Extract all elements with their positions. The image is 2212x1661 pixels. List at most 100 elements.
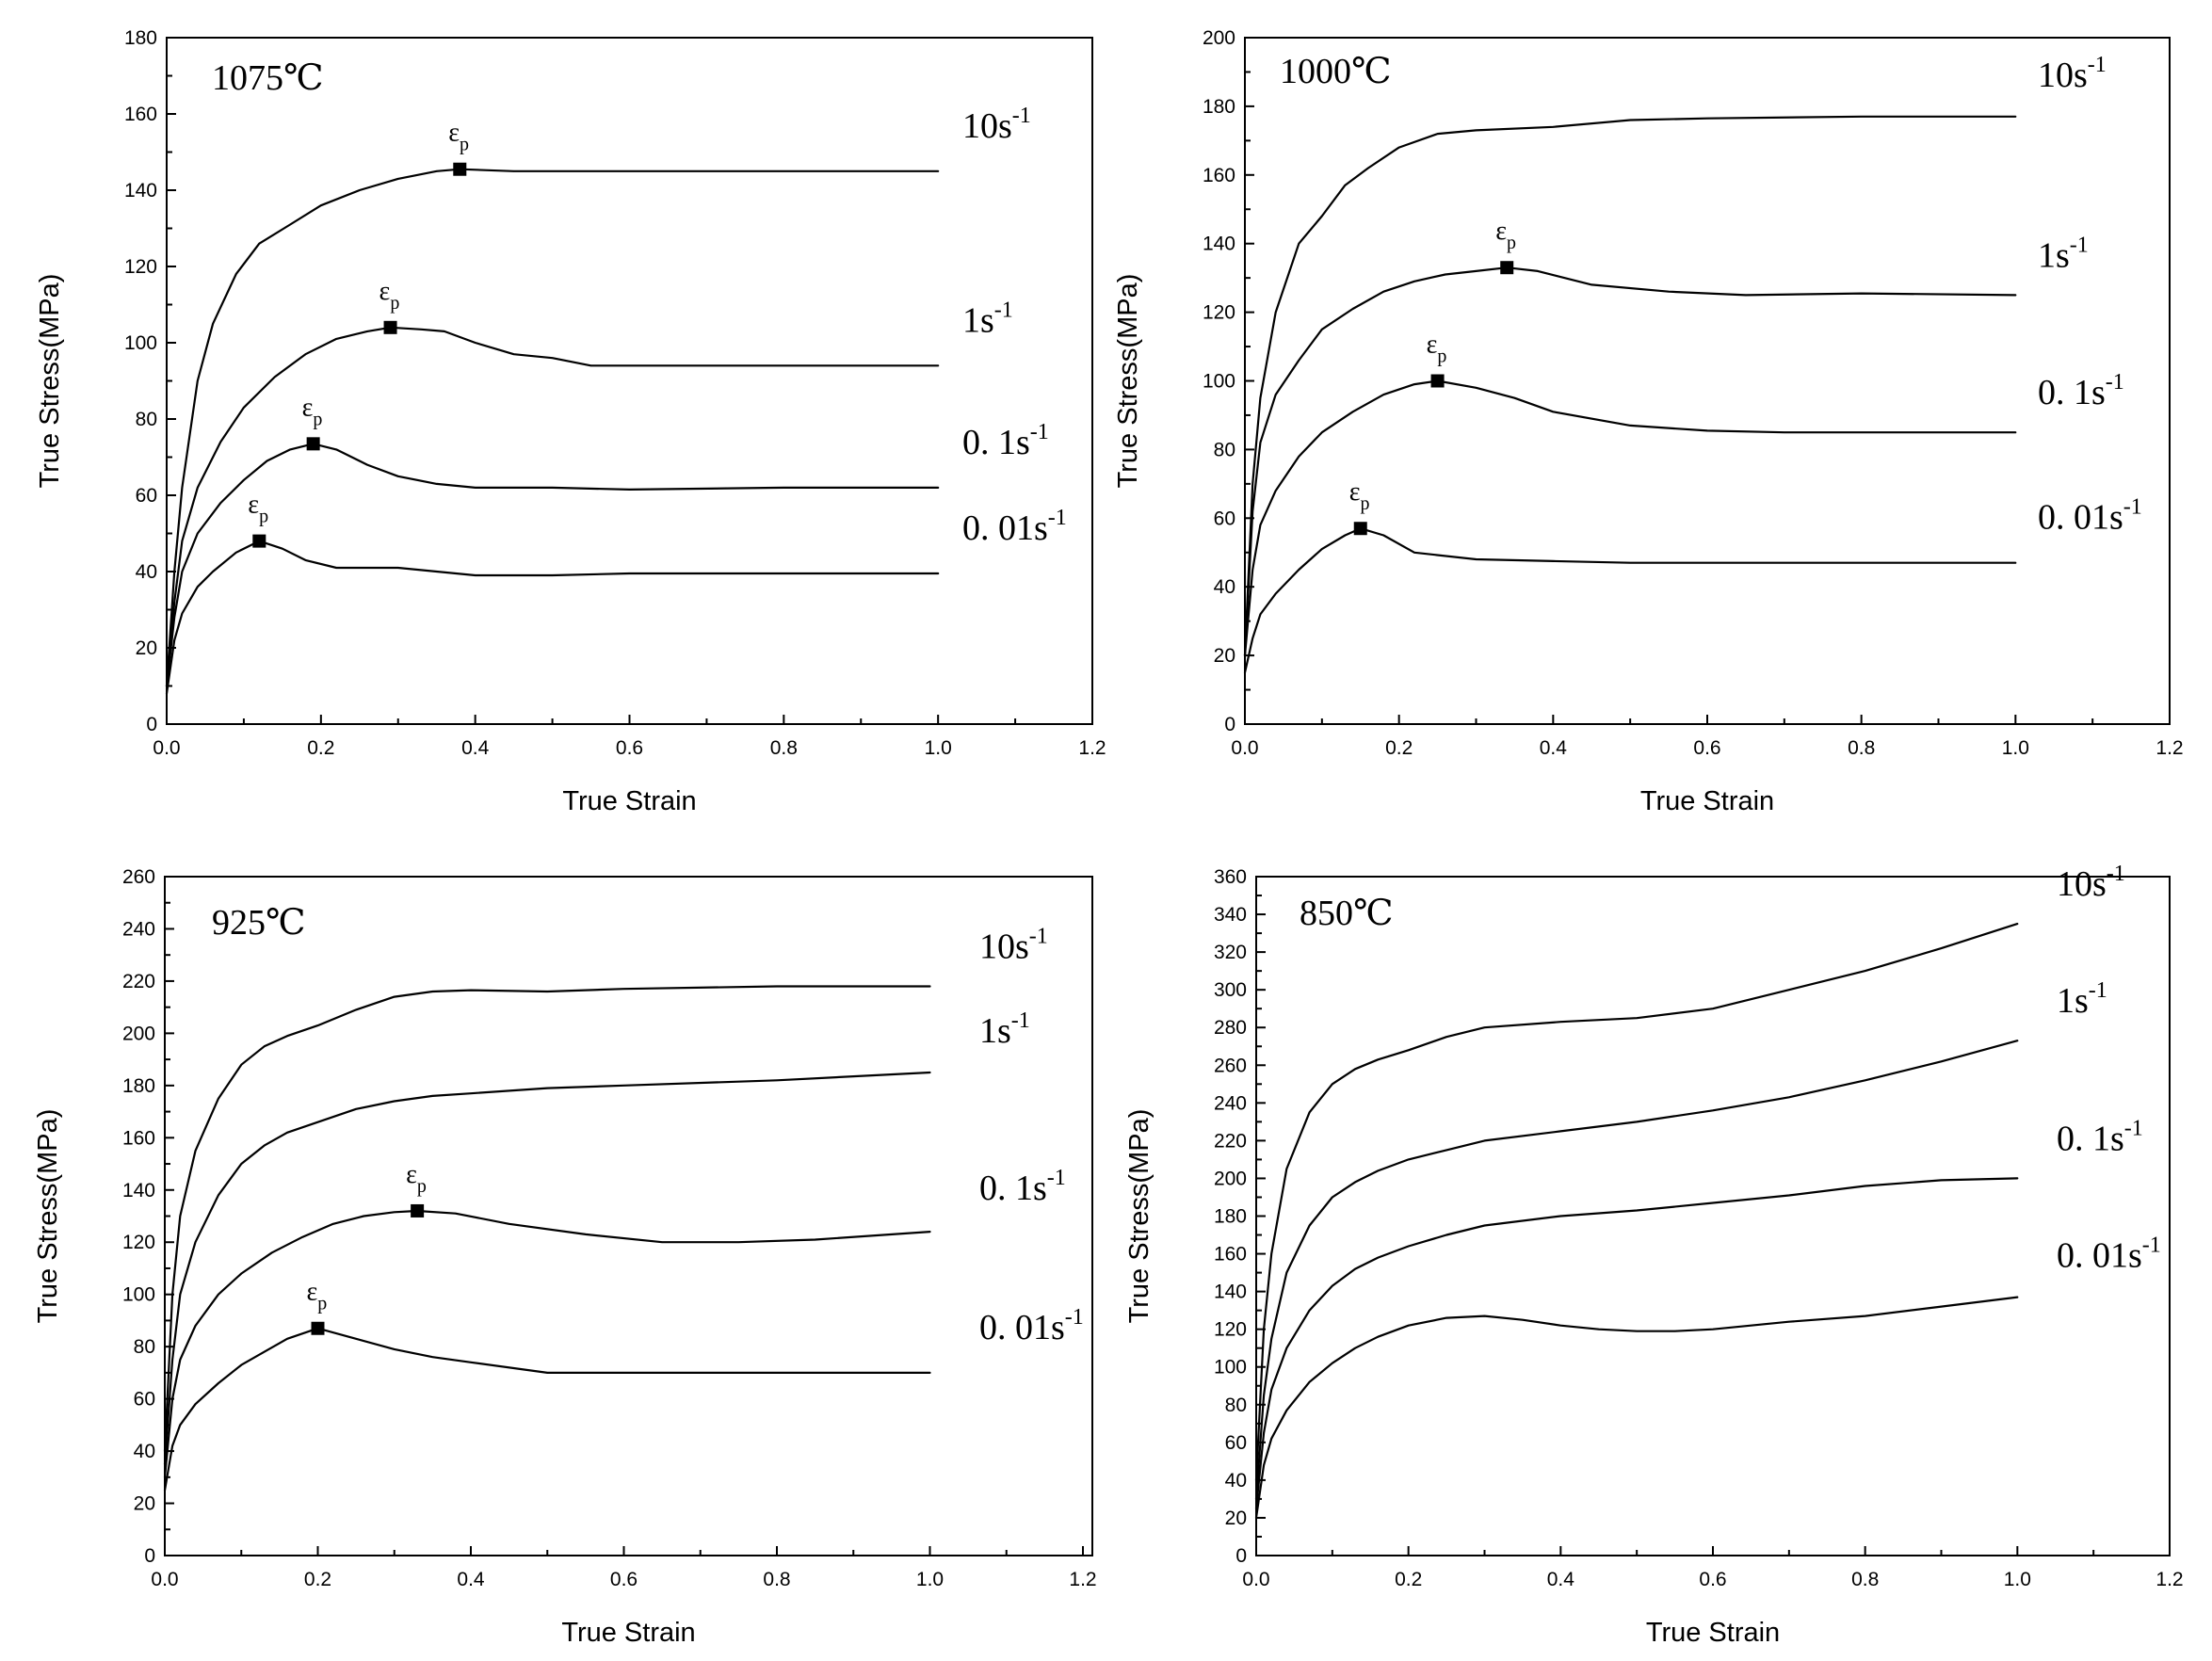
y-tick-label: 120 (1214, 1319, 1247, 1341)
y-tick-label: 100 (122, 1284, 155, 1306)
rate-label-exponent: -1 (2089, 978, 2107, 1003)
peak-subscript: p (460, 135, 469, 155)
y-tick-label: 260 (122, 866, 155, 888)
rate-label-text: 0. 01s (2057, 1236, 2142, 1276)
rate-label-text: 0. 1s (962, 423, 1030, 462)
peak-marker-0-1s-925 (411, 1203, 425, 1218)
y-tick-label: 180 (124, 27, 157, 49)
x-tick-label: 0.8 (1848, 737, 1875, 759)
rate-label-exponent: -1 (1012, 104, 1031, 128)
y-tick-label: 200 (122, 1023, 155, 1044)
x-tick-label: 1.0 (2004, 1569, 2031, 1590)
y-tick-label: 160 (1214, 1244, 1247, 1266)
rate-label-1s-850: 1s-1 (2057, 978, 2107, 1021)
y-tick-label: 160 (122, 1127, 155, 1149)
y-tick-label: 180 (1214, 1206, 1247, 1228)
y-tick-label: 140 (1203, 234, 1235, 255)
rate-label-0-01s-1075: 0. 01s-1 (962, 506, 1067, 548)
x-axis-label: True Strain (1646, 1618, 1780, 1648)
rate-label-exponent: -1 (2123, 495, 2142, 520)
chart-panel-925: 0 20 40 60 80 100 120 140 160 180 200 220 240 260 0.0 0… (0, 830, 1106, 1661)
rate-label-exponent: -1 (1065, 1305, 1084, 1330)
chart-panel-1000: 0 20 40 60 80 100 120 140 160 180 200 0.0 0.2 0.4 0.6 0… (1106, 0, 2211, 830)
peak-subscript: p (390, 293, 399, 314)
curve-0-01s-850 (1254, 1296, 2019, 1520)
y-tick-label: 20 (1225, 1508, 1247, 1529)
y-tick-label: 200 (1203, 27, 1235, 49)
rate-label-0-01s-1000: 0. 01s-1 (2038, 495, 2142, 538)
peak-subscript: p (313, 409, 322, 429)
rate-label-text: 10s (2057, 864, 2107, 904)
x-tick-label: 0.0 (153, 737, 180, 759)
peak-symbol: ε (1349, 477, 1361, 507)
x-tick-label: 0.8 (770, 737, 798, 759)
curve-0-01s-1000 (1243, 527, 2017, 674)
y-tick-label: 200 (1214, 1168, 1247, 1189)
y-tick-label: 100 (1214, 1357, 1247, 1379)
rate-label-0-01s-850: 0. 01s-1 (2057, 1234, 2161, 1276)
panel-title-850: 850℃ (1300, 894, 1394, 933)
y-tick-label: 80 (134, 1336, 155, 1358)
rate-label-text: 1s (979, 1011, 1011, 1051)
rate-label-text: 0. 01s (962, 508, 1048, 548)
rate-label-exponent: -1 (2106, 370, 2124, 395)
y-tick-label: 220 (122, 971, 155, 992)
y-tick-label: 140 (124, 180, 157, 202)
x-tick-label: 0.2 (1395, 1569, 1422, 1590)
curve-0-1s-850 (1254, 1177, 2019, 1510)
y-tick-label: 120 (124, 256, 157, 278)
y-tick-label: 80 (136, 409, 157, 430)
x-tick-label: 0.6 (1693, 737, 1720, 759)
y-tick-label: 60 (1214, 508, 1235, 529)
x-tick-label: 1.0 (916, 1569, 944, 1590)
y-tick-label: 160 (1203, 165, 1235, 186)
curve-10s-1000 (1243, 115, 2017, 657)
y-tick-label: 60 (136, 485, 157, 507)
peak-subscript: p (1361, 493, 1370, 514)
chart-svg-1075: 0 20 40 60 80 100 120 140 160 180 0.0 0.2 0.4 0.6 0.8 1… (35, 27, 1106, 816)
y-tick-label: 0 (146, 714, 157, 735)
x-tick-label: 0.2 (1385, 737, 1413, 759)
rate-label-0-1s-850: 0. 1s-1 (2057, 1116, 2143, 1158)
y-tick-label: 80 (1225, 1395, 1247, 1416)
y-tick-label: 20 (134, 1493, 155, 1515)
peak-marker-10s-1075 (453, 162, 467, 176)
curve-10s-850 (1254, 922, 2019, 1482)
y-tick-label: 20 (1214, 645, 1235, 667)
y-tick-label: 40 (136, 561, 157, 583)
rate-label-10s-850: 10s-1 (2057, 862, 2125, 904)
rate-label-text: 0. 1s (2038, 373, 2106, 412)
plot-frame (164, 876, 1093, 1556)
x-tick-label: 0.4 (457, 1569, 485, 1590)
plot-frame (1244, 37, 2171, 725)
panel-title-1000: 1000℃ (1280, 52, 1392, 91)
x-tick-label: 0.2 (304, 1569, 331, 1590)
peak-symbol: ε (1427, 331, 1438, 360)
rate-label-exponent: -1 (1048, 506, 1067, 530)
peak-label-1s-1075: εp (379, 277, 400, 314)
rate-label-0-1s-1000: 0. 1s-1 (2038, 370, 2124, 412)
y-axis-label: True Stress(MPa) (35, 274, 65, 489)
rate-label-exponent: -1 (994, 298, 1013, 322)
x-tick-label: 0.4 (1540, 737, 1568, 759)
y-tick-label: 0 (1235, 1545, 1247, 1567)
peak-label-0-1s-1000: εp (1427, 331, 1447, 367)
rate-label-0-1s-1075: 0. 1s-1 (962, 420, 1049, 462)
peak-marker-1s-1075 (383, 320, 397, 334)
peak-symbol: ε (307, 1278, 318, 1307)
x-axis-label: True Strain (1640, 786, 1774, 816)
rate-label-10s-1000: 10s-1 (2038, 53, 2107, 95)
x-tick-label: 0.2 (307, 737, 334, 759)
curve-0-1s-1075 (165, 443, 940, 687)
peak-label-0-1s-925: εp (406, 1160, 427, 1197)
peak-marker-0-01s-1075 (252, 534, 266, 548)
rate-label-text: 0. 1s (2057, 1119, 2124, 1158)
x-tick-label: 0.6 (1699, 1569, 1726, 1590)
x-axis-label: True Strain (562, 786, 696, 816)
chart-svg-850: 0 20 40 60 80 100 120 140 160 180 200 220 240 260 280 3… (1124, 862, 2184, 1648)
y-tick-label: 100 (1203, 371, 1235, 393)
y-tick-label: 140 (122, 1180, 155, 1201)
rate-label-text: 10s (962, 106, 1012, 146)
rate-label-exponent: -1 (2142, 1234, 2161, 1258)
y-tick-label: 180 (1203, 96, 1235, 118)
